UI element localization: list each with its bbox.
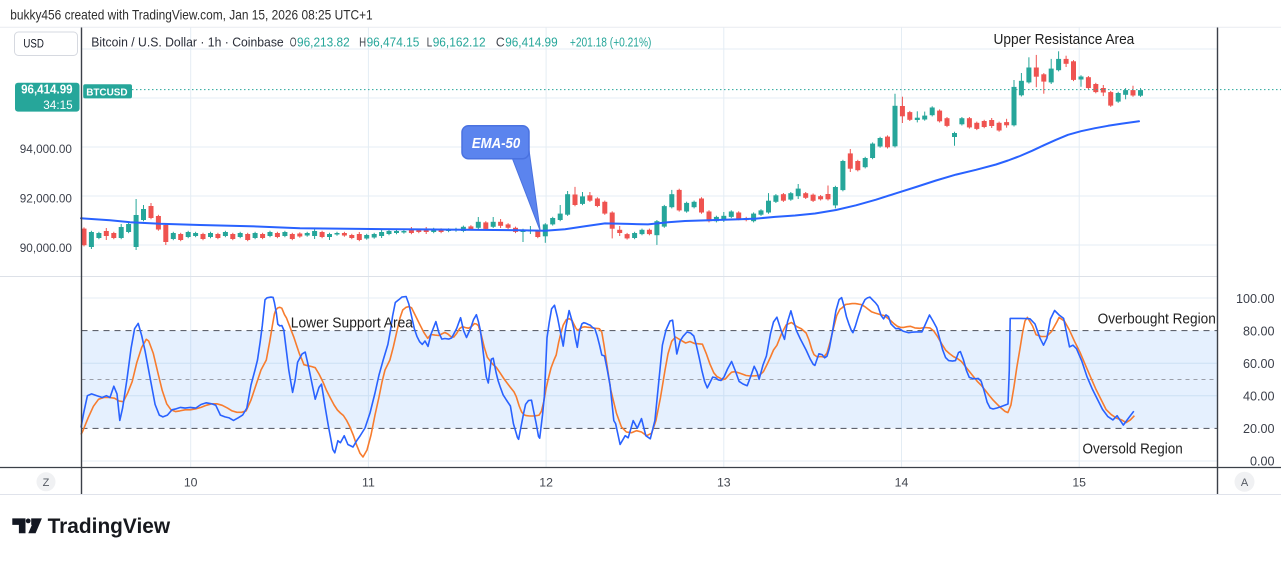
svg-text:A: A <box>1241 477 1249 489</box>
svg-text:15: 15 <box>1072 476 1086 490</box>
svg-text:13: 13 <box>717 476 731 490</box>
svg-text:Bitcoin / U.S. Dollar · 1h · C: Bitcoin / U.S. Dollar · 1h · Coinbase <box>91 35 283 50</box>
svg-text:EMA-50: EMA-50 <box>472 136 520 152</box>
svg-text:94,000.00: 94,000.00 <box>20 142 72 156</box>
svg-text:0.00: 0.00 <box>1250 454 1275 468</box>
svg-text:L: L <box>427 35 433 50</box>
svg-text:96,162.12: 96,162.12 <box>433 35 486 50</box>
svg-text:BTCUSD: BTCUSD <box>86 87 127 98</box>
svg-text:Oversold Region: Oversold Region <box>1083 441 1183 457</box>
svg-text:100.00: 100.00 <box>1236 292 1275 306</box>
svg-text:80.00: 80.00 <box>1243 324 1275 338</box>
svg-text:O: O <box>290 35 297 50</box>
svg-text:96,213.82: 96,213.82 <box>297 35 350 50</box>
svg-text:11: 11 <box>362 476 375 490</box>
svg-text:90,000.00: 90,000.00 <box>20 241 72 255</box>
svg-text:96,414.99: 96,414.99 <box>505 35 558 50</box>
svg-text:bukky456 created with TradingV: bukky456 created with TradingView.com, J… <box>10 7 373 23</box>
svg-text:C: C <box>496 35 505 50</box>
svg-text:Lower Support Area: Lower Support Area <box>291 315 414 331</box>
svg-text:12: 12 <box>539 476 553 490</box>
svg-text:USD: USD <box>23 39 44 51</box>
svg-text:34:15: 34:15 <box>43 98 73 112</box>
svg-text:+201.18 (+0.21%): +201.18 (+0.21%) <box>570 35 652 50</box>
svg-text:Overbought Region: Overbought Region <box>1098 311 1216 327</box>
svg-text:H: H <box>359 35 366 50</box>
svg-text:10: 10 <box>184 476 198 490</box>
svg-text:96,474.15: 96,474.15 <box>367 35 420 50</box>
svg-text:TradingView: TradingView <box>48 515 171 538</box>
svg-text:Upper Resistance Area: Upper Resistance Area <box>994 31 1135 48</box>
svg-text:40.00: 40.00 <box>1243 390 1275 404</box>
svg-text:92,000.00: 92,000.00 <box>20 191 72 205</box>
svg-text:96,414.99: 96,414.99 <box>21 82 73 96</box>
svg-text:Z: Z <box>43 477 50 489</box>
svg-text:20.00: 20.00 <box>1243 422 1275 436</box>
svg-text:14: 14 <box>895 476 909 490</box>
svg-text:60.00: 60.00 <box>1243 357 1275 371</box>
